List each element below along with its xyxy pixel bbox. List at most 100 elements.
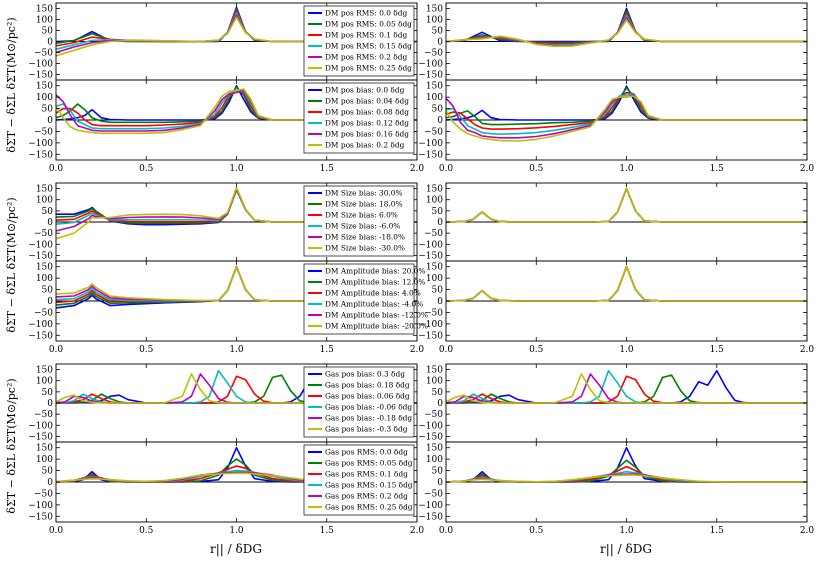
series-line-12.0: [446, 265, 807, 302]
legend-label: DM pos RMS: 0.05 δdg: [325, 20, 412, 29]
legend-label: Gas pos bias: -0.18 δdg: [325, 414, 412, 423]
x-tick-label: 0.5: [139, 164, 154, 174]
y-tick-label: 0: [47, 218, 53, 228]
legend-label: DM pos RMS: 0.15 δdg: [325, 42, 412, 51]
legend-label: DM pos RMS: 0.1 δdg: [325, 31, 407, 40]
series-group: [56, 186, 417, 240]
y-tick-label: 50: [432, 207, 444, 217]
y-tick-label: −100: [28, 60, 53, 70]
y-tick-label: −100: [418, 240, 443, 250]
y-tick-label: 0: [47, 38, 53, 48]
x-tick-label: 2.0: [800, 164, 815, 174]
y-tick-label: 100: [426, 16, 443, 26]
legend-box: [303, 366, 415, 438]
legend: DM pos bias: 0.0 δdg DM pos bias: 0.04 δd…: [303, 82, 415, 154]
series-line-4.0: [446, 265, 807, 302]
y-tick-label: −50: [424, 489, 443, 499]
y-tick-label: 0: [437, 297, 443, 307]
y-tick-label: −100: [418, 421, 443, 431]
y-tick-label: 0: [437, 399, 443, 409]
y-tick-label: 50: [432, 286, 444, 296]
y-tick-label: 50: [432, 467, 444, 477]
y-tick-label: −100: [28, 501, 53, 511]
x-tick-label: 2.0: [800, 345, 815, 355]
y-tick-label: −50: [34, 489, 53, 499]
legend-label: DM pos bias: 0.0 δdg: [325, 86, 405, 95]
y-tick-label: 150: [36, 5, 53, 15]
y-tick-label: 150: [426, 444, 443, 454]
x-tick-label: 0.5: [139, 345, 154, 355]
legend: Gas pos bias: 0.3 δdg Gas pos bias: 0.18 …: [303, 366, 415, 438]
series-line-20.0: [446, 265, 807, 302]
x-tick-label: 1.0: [619, 164, 634, 174]
legend-label: DM Size bias: -18.0%: [325, 233, 405, 242]
series-line-0.2: [446, 95, 807, 142]
x-tick-label: 1.0: [619, 345, 634, 355]
legend-label: DM pos bias: 0.08 δdg: [325, 108, 409, 117]
y-tick-label: 100: [426, 377, 443, 387]
y-tick-label: −50: [424, 308, 443, 318]
legend-label: Gas pos bias: 0.06 δdg: [325, 392, 410, 401]
y-tick-label: −100: [418, 60, 443, 70]
x-tick-label: 2.0: [410, 345, 425, 355]
legend-label: DM Amplitude bias: -4.0%: [325, 300, 423, 309]
y-tick-label: −150: [28, 331, 53, 341]
series-line--4.0: [446, 265, 807, 302]
series-line-0.0: [446, 85, 807, 121]
y-tick-label: 50: [42, 467, 54, 477]
legend-box: [303, 185, 415, 257]
x-tick-label: 1.0: [619, 526, 634, 536]
series-line--12.0: [446, 265, 807, 302]
y-tick-label: 50: [42, 207, 54, 217]
x-tick-label: 1.0: [229, 345, 244, 355]
y-tick-label: 150: [426, 82, 443, 92]
legend-label: DM Size bias: -6.0%: [325, 222, 400, 231]
x-tick-label: 0.0: [439, 164, 454, 174]
y-tick-label: −100: [28, 421, 53, 431]
x-tick-label: 2.0: [410, 164, 425, 174]
legend-box: [303, 263, 415, 335]
xlabel-left: r|| / δDG: [210, 542, 262, 556]
series-line--0.3: [446, 373, 807, 404]
x-tick-label: 1.5: [320, 345, 335, 355]
series-line-18.0: [446, 187, 807, 223]
y-tick-label: 0: [437, 218, 443, 228]
legend-box: [303, 5, 415, 77]
x-tick-label: 0.0: [439, 526, 454, 536]
series-group: [446, 187, 807, 223]
series-group: [446, 265, 807, 302]
legend-label: DM pos bias: 0.16 δdg: [325, 130, 409, 139]
y-tick-label: 100: [36, 93, 53, 103]
x-tick-label: 1.5: [320, 164, 335, 174]
y-tick-label: −50: [34, 308, 53, 318]
legend-label: DM Amplitude bias: 4.0%: [325, 289, 421, 298]
y-tick-label: 50: [42, 286, 54, 296]
y-tick-label: −50: [424, 229, 443, 239]
y-tick-label: 150: [426, 185, 443, 195]
legend-label: DM Size bias: 30.0%: [325, 189, 403, 198]
series-group: [56, 6, 417, 57]
x-tick-label: 0.0: [49, 526, 64, 536]
ylabel-row2: δΣT − δΣL δΣT(M⊙/pc²): [5, 197, 18, 332]
y-tick-label: −50: [34, 127, 53, 137]
legend-label: DM pos bias: 0.2 δdg: [325, 141, 405, 150]
legend-label: Gas pos bias: 0.18 δdg: [325, 381, 410, 390]
y-tick-label: 150: [36, 185, 53, 195]
y-tick-label: −150: [418, 512, 443, 522]
y-tick-label: 50: [42, 388, 54, 398]
x-tick-label: 0.5: [139, 526, 154, 536]
legend-label: DM pos bias: 0.12 δdg: [325, 119, 409, 128]
series-line-0.12: [446, 92, 807, 135]
x-tick-label: 1.5: [710, 164, 725, 174]
x-tick-label: 0.5: [529, 345, 544, 355]
x-tick-label: 1.5: [710, 526, 725, 536]
series-line-0.25: [446, 19, 807, 48]
x-tick-label: 0.0: [49, 164, 64, 174]
y-tick-label: −50: [424, 49, 443, 59]
legend-label: DM Amplitude bias: 20.0%: [325, 267, 425, 276]
